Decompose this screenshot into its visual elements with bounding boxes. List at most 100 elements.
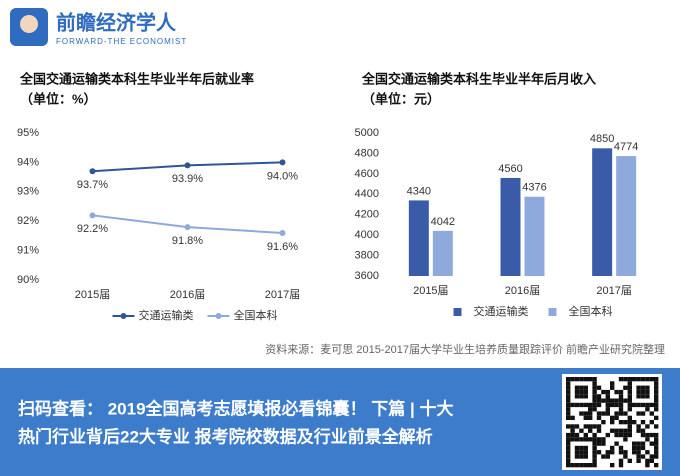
qr-cell <box>574 437 580 442</box>
qr-cell <box>574 402 580 408</box>
qr-cell <box>588 415 593 420</box>
qr-cell <box>579 463 584 468</box>
qr-cell <box>640 402 646 408</box>
qr-cell <box>601 454 606 459</box>
qr-cell <box>645 377 650 382</box>
bar <box>432 230 453 276</box>
qr-cell <box>627 398 632 403</box>
qr-cell <box>588 411 593 416</box>
qr-cell <box>623 450 628 455</box>
y-tick-label: 4600 <box>355 168 379 180</box>
data-label: 93.7% <box>77 179 108 191</box>
qr-cell <box>645 458 650 463</box>
qr-cell <box>566 424 571 429</box>
data-label: 4376 <box>522 182 546 194</box>
qr-cell <box>640 389 646 395</box>
y-tick-label: 3800 <box>355 249 379 261</box>
qr-cell <box>601 420 606 425</box>
qr-cell <box>640 420 646 425</box>
data-label: 92.2% <box>77 223 108 235</box>
qr-cell <box>605 394 610 399</box>
qr-cell <box>654 407 659 412</box>
qr-cell <box>610 420 615 425</box>
qr-cell <box>618 411 624 416</box>
qr-cell <box>636 445 641 451</box>
qr-cell <box>592 432 597 438</box>
marker <box>184 224 191 231</box>
qr-cell <box>592 441 597 446</box>
qr-cell <box>601 437 606 442</box>
qr-cell <box>583 424 588 429</box>
qr-cell <box>618 402 624 408</box>
qr-cell <box>636 385 641 390</box>
qr-cell <box>579 454 584 459</box>
qr-cell <box>623 432 628 438</box>
qr-cell <box>640 394 646 399</box>
qr-cell <box>623 454 628 459</box>
qr-cell <box>618 377 624 382</box>
qr-cell <box>654 389 659 395</box>
qr-cell <box>588 437 593 442</box>
qr-cell <box>566 377 571 382</box>
qr-cell <box>654 454 659 459</box>
qr-cell <box>579 402 584 408</box>
qr-cell <box>654 432 659 438</box>
legend-swatch <box>453 308 462 316</box>
qr-cell <box>636 454 641 459</box>
legend-label: 全国本科 <box>234 308 278 322</box>
chart-subtitle: （单位：元） <box>362 91 440 106</box>
qr-cell <box>566 450 571 455</box>
qr-cell <box>588 463 593 468</box>
qr-cell <box>596 450 602 455</box>
qr-cell <box>566 389 571 395</box>
qr-cell <box>627 385 632 390</box>
qr-cell <box>640 441 646 446</box>
qr-cell <box>566 463 571 468</box>
qr-cell <box>654 445 659 451</box>
qr-cell <box>583 415 588 420</box>
qr-cell <box>636 377 641 382</box>
y-tick-label: 5000 <box>355 127 379 139</box>
qr-cell <box>645 432 650 438</box>
qr-cell <box>574 454 580 459</box>
qr-cell <box>596 411 602 416</box>
qr-cell <box>583 463 588 468</box>
qr-cell <box>618 407 624 412</box>
data-label: 4042 <box>431 216 455 228</box>
qr-cell <box>627 402 632 408</box>
qr-cell <box>583 454 588 459</box>
qr-cell <box>632 377 637 382</box>
qr-cell <box>654 385 659 390</box>
qr-cell <box>654 441 659 446</box>
qr-cell <box>636 389 641 395</box>
qr-cell <box>610 428 615 433</box>
qr-cell <box>592 377 597 382</box>
chart-title: 全国交通运输类本科生毕业半年后月收入 <box>361 71 596 86</box>
qr-cell <box>614 432 619 438</box>
qr-cell <box>596 398 602 403</box>
qr-cell <box>627 377 632 382</box>
y-tick-label: 91% <box>17 245 39 257</box>
qr-cell <box>610 381 615 386</box>
qr-cell <box>605 407 610 412</box>
qr-cell <box>645 394 650 399</box>
qr-cell <box>623 411 628 416</box>
legend-label: 交通运输类 <box>139 308 194 322</box>
qr-cell <box>592 394 597 399</box>
qr-cell <box>566 432 571 438</box>
qr-cell <box>649 377 654 382</box>
qr-cell <box>640 445 646 451</box>
x-tick-label: 2017届 <box>265 288 300 301</box>
qr-cell <box>592 407 597 412</box>
qr-cell <box>636 424 641 429</box>
qr-cell <box>583 411 588 416</box>
qr-cell <box>566 407 571 412</box>
data-label: 4560 <box>498 163 522 175</box>
qr-cell <box>574 450 580 455</box>
qr-cell <box>596 441 602 446</box>
qr-cell <box>588 428 593 433</box>
y-tick-label: 94% <box>17 156 39 168</box>
qr-cell <box>566 441 571 446</box>
